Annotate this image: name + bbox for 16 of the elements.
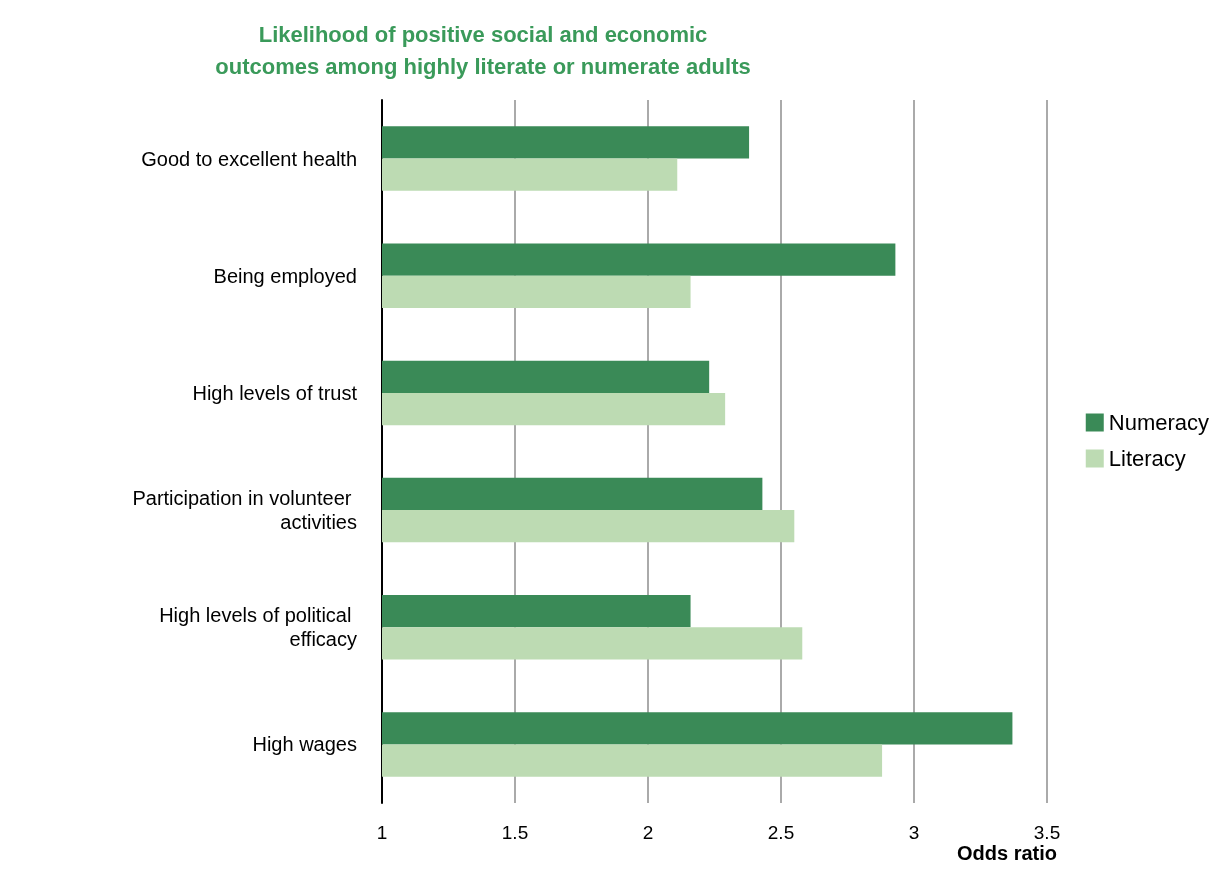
y-tick-label: High levels of political efficacy [159,604,357,651]
y-tick-label: Good to excellent health [141,147,357,170]
y-tick-label: Being employed [213,264,357,287]
x-axis-title: Odds ratio [956,842,1057,864]
x-tick-label: 2.5 [767,822,795,843]
y-tick-label: High levels of trust [192,381,358,404]
legend-label: Numeracy [1108,410,1209,435]
x-tick-label: 3.5 [1033,822,1061,843]
x-tick-label: 3 [908,822,920,843]
x-tick-label: 1.5 [501,822,529,843]
legend-label: Literacy [1108,446,1186,471]
y-tick-label: High wages [252,733,357,756]
x-tick-label: 2 [642,822,654,843]
chart-title: Likelihood of positive social and economic outcomes among highly literate or numerate adults [215,21,751,79]
x-tick-label: 1 [376,822,388,843]
y-tick-label: Participation in volunteer activities [132,487,357,534]
